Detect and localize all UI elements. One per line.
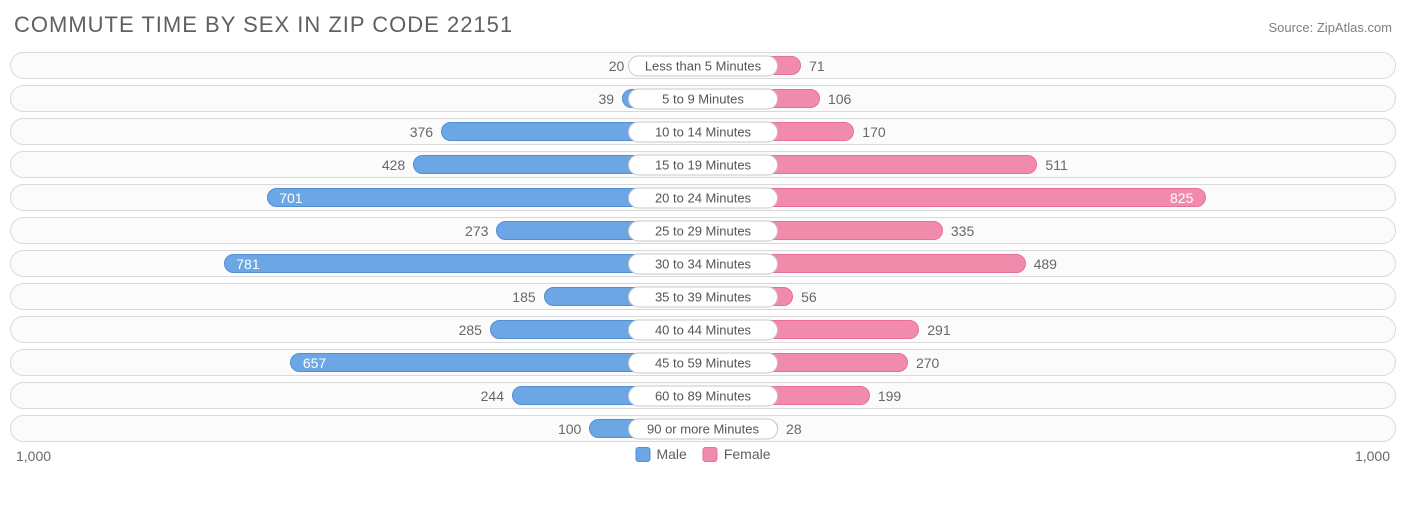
value-female: 825 [1170,190,1193,206]
value-female: 28 [786,421,802,437]
chart-row: 285 291 40 to 44 Minutes [10,316,1396,343]
legend-swatch-male [635,447,650,462]
value-female: 270 [916,355,939,371]
value-male: 244 [481,388,504,404]
value-female: 335 [951,223,974,239]
value-male: 285 [459,322,482,338]
row-category-badge: 15 to 19 Minutes [628,154,778,175]
value-male: 185 [512,289,535,305]
value-female: 199 [878,388,901,404]
value-female: 489 [1034,256,1057,272]
row-category-badge: 25 to 29 Minutes [628,220,778,241]
value-female: 56 [801,289,817,305]
chart-header: COMMUTE TIME BY SEX IN ZIP CODE 22151 So… [10,12,1396,38]
row-category-badge: 45 to 59 Minutes [628,352,778,373]
row-category-badge: Less than 5 Minutes [628,55,778,76]
value-male: 701 [279,190,302,206]
diverging-bar-chart: 20 71 Less than 5 Minutes 39 106 5 to 9 Minut… [10,52,1396,442]
value-female: 291 [927,322,950,338]
chart-row: 244 199 60 to 89 Minutes [10,382,1396,409]
row-category-badge: 20 to 24 Minutes [628,187,778,208]
value-male: 39 [598,91,614,107]
value-female: 170 [862,124,885,140]
value-male: 100 [558,421,581,437]
value-male: 376 [410,124,433,140]
chart-row: 100 28 90 or more Minutes [10,415,1396,442]
chart-title: COMMUTE TIME BY SEX IN ZIP CODE 22151 [14,12,513,38]
chart-row: 428 511 15 to 19 Minutes [10,151,1396,178]
chart-source: Source: ZipAtlas.com [1268,20,1392,35]
legend-item-female: Female [703,446,771,462]
chart-row: 781 489 30 to 34 Minutes [10,250,1396,277]
chart-row: 657 270 45 to 59 Minutes [10,349,1396,376]
row-category-badge: 60 to 89 Minutes [628,385,778,406]
row-category-badge: 10 to 14 Minutes [628,121,778,142]
value-male: 428 [382,157,405,173]
bar-female [703,188,1206,207]
legend-label-male: Male [656,446,686,462]
value-female: 71 [809,58,825,74]
chart-row: 376 170 10 to 14 Minutes [10,118,1396,145]
chart-row: 39 106 5 to 9 Minutes [10,85,1396,112]
chart-row: 20 71 Less than 5 Minutes [10,52,1396,79]
chart-legend: Male Female [635,446,770,462]
row-category-badge: 90 or more Minutes [628,418,778,439]
chart-footer: 1,000 Male Female 1,000 [10,446,1396,470]
legend-label-female: Female [724,446,771,462]
value-male: 20 [609,58,625,74]
value-male: 273 [465,223,488,239]
value-male: 657 [303,355,326,371]
value-female: 106 [828,91,851,107]
legend-item-male: Male [635,446,686,462]
legend-swatch-female [703,447,718,462]
axis-max-left: 1,000 [16,448,51,464]
axis-max-right: 1,000 [1355,448,1390,464]
chart-row: 185 56 35 to 39 Minutes [10,283,1396,310]
value-female: 511 [1045,157,1067,173]
row-category-badge: 30 to 34 Minutes [628,253,778,274]
value-male: 781 [236,256,259,272]
row-category-badge: 5 to 9 Minutes [628,88,778,109]
chart-row: 701 825 20 to 24 Minutes [10,184,1396,211]
chart-page: COMMUTE TIME BY SEX IN ZIP CODE 22151 So… [0,0,1406,523]
row-category-badge: 40 to 44 Minutes [628,319,778,340]
chart-row: 273 335 25 to 29 Minutes [10,217,1396,244]
row-category-badge: 35 to 39 Minutes [628,286,778,307]
